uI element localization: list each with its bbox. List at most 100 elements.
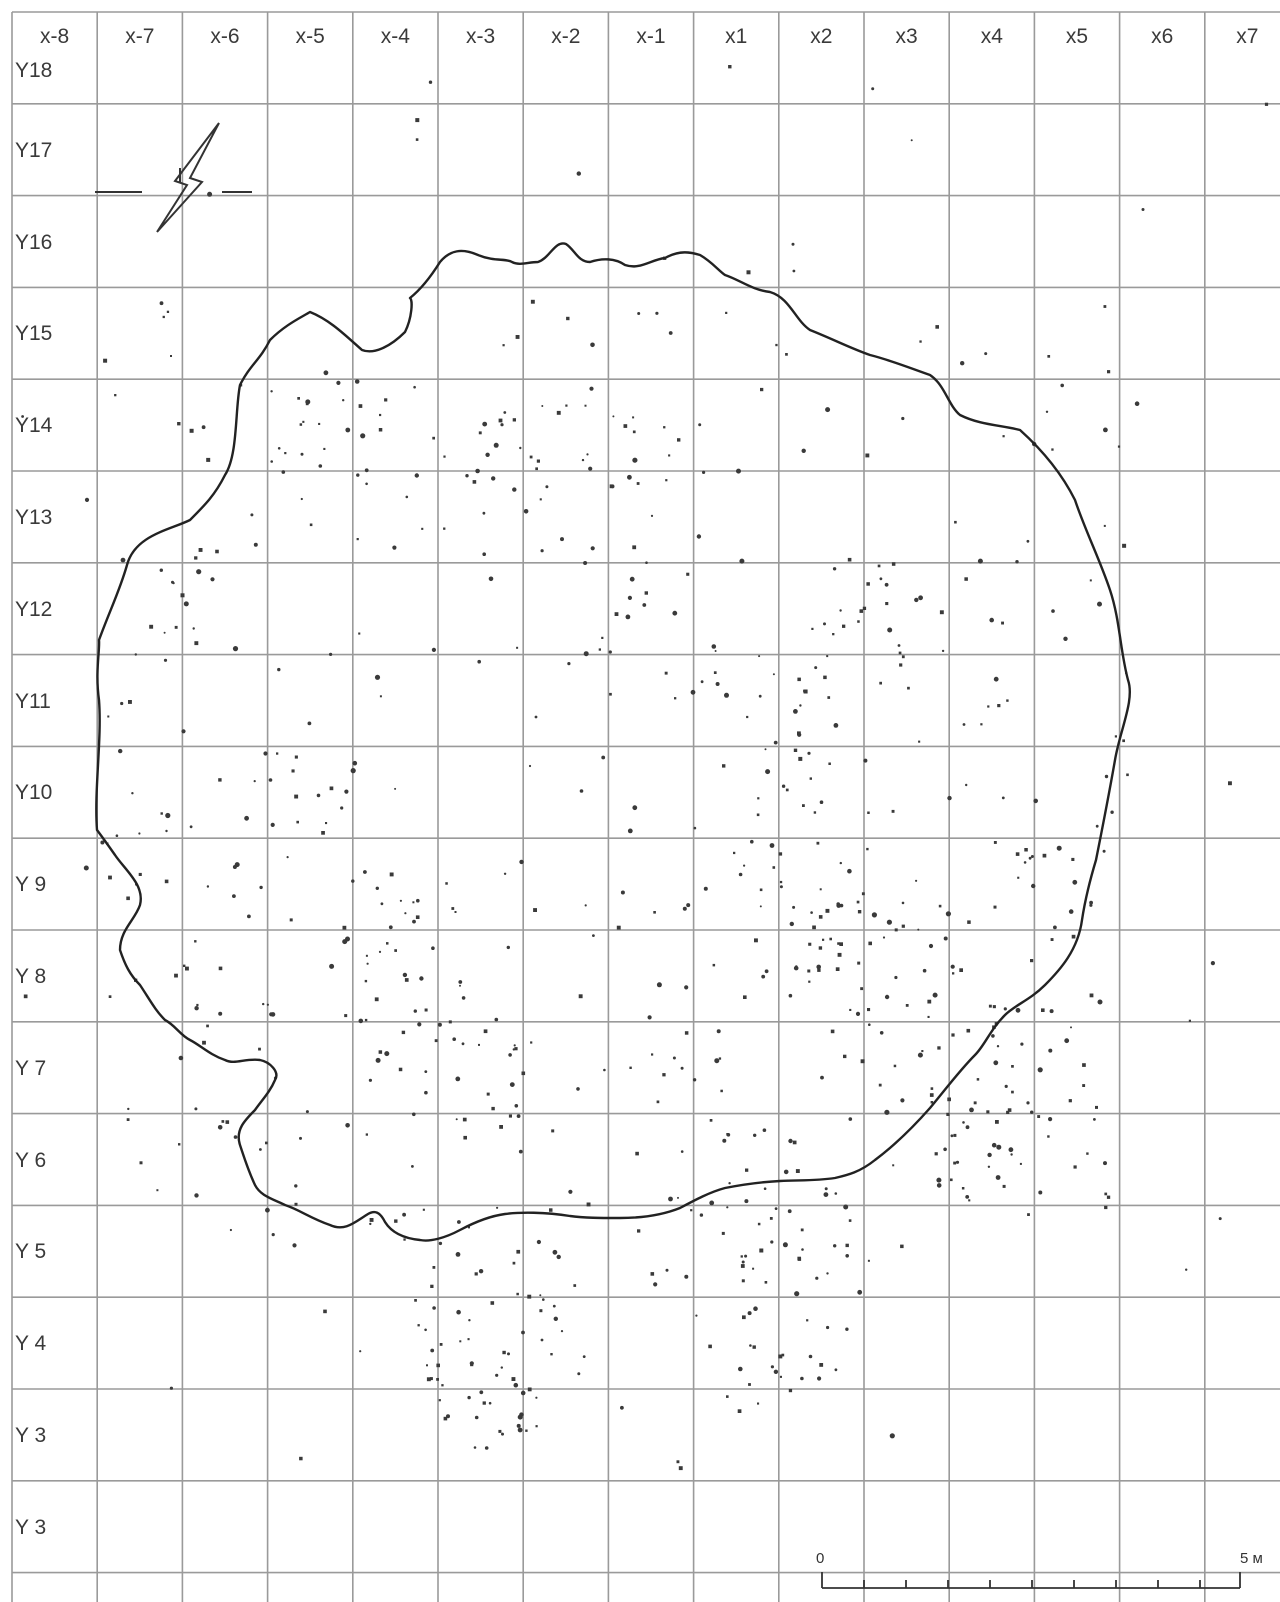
find-point (565, 404, 568, 407)
find-point (120, 557, 126, 563)
find-point (441, 1384, 444, 1387)
find-point (712, 963, 716, 967)
find-point (138, 832, 141, 835)
find-point (1089, 993, 1094, 998)
find-point (521, 1071, 526, 1076)
find-point (300, 497, 303, 501)
find-point (516, 1292, 519, 1296)
find-point (528, 764, 532, 768)
find-point (470, 1363, 474, 1367)
find-point (535, 1425, 538, 1428)
find-point (817, 968, 821, 972)
find-point (1141, 208, 1145, 211)
find-point (405, 495, 409, 499)
find-point (758, 655, 761, 658)
find-point (823, 675, 827, 680)
find-point (747, 1311, 752, 1316)
find-point (512, 418, 516, 422)
row-label: Y 8 (15, 964, 47, 988)
find-point (299, 423, 303, 426)
find-point (884, 582, 889, 587)
find-point (517, 1414, 523, 1420)
find-point (482, 421, 488, 427)
find-point (196, 1003, 199, 1007)
find-point (774, 1207, 778, 1210)
find-point (1228, 781, 1232, 786)
find-point (364, 1018, 368, 1022)
find-point (711, 644, 717, 649)
find-point (882, 936, 886, 939)
find-point (952, 972, 955, 975)
find-point (857, 961, 861, 965)
find-point (529, 455, 533, 459)
find-point (139, 1161, 143, 1165)
dwelling-outline (95, 242, 1132, 1242)
find-point (542, 1298, 545, 1301)
find-point (451, 907, 455, 910)
find-point (945, 911, 952, 917)
find-point (323, 370, 329, 376)
find-point (521, 1330, 525, 1335)
find-point (1134, 401, 1140, 407)
find-point (1037, 1067, 1043, 1073)
find-point (344, 789, 349, 794)
find-point (552, 1249, 558, 1255)
find-point (733, 851, 736, 855)
find-point (354, 379, 360, 384)
find-point (662, 1073, 666, 1077)
find-point (402, 1212, 406, 1217)
find-point (218, 1011, 223, 1016)
find-point (797, 732, 802, 737)
find-point (792, 905, 796, 909)
find-point (898, 651, 902, 655)
find-point (392, 545, 397, 550)
find-point (217, 1125, 223, 1130)
find-point (84, 497, 90, 502)
find-point (795, 965, 798, 968)
find-point (233, 1135, 238, 1139)
find-point (108, 875, 112, 880)
find-point (807, 969, 811, 973)
find-point (530, 299, 535, 304)
find-point (815, 1276, 819, 1280)
find-point (1002, 435, 1005, 438)
find-point (773, 1369, 779, 1375)
find-point (1097, 999, 1103, 1005)
find-point (1064, 1038, 1070, 1044)
find-point (281, 470, 286, 474)
find-point (294, 1202, 298, 1206)
find-point (676, 1460, 680, 1464)
find-point (744, 1254, 748, 1258)
find-point (128, 700, 132, 704)
find-point (991, 1142, 997, 1148)
find-point (439, 1343, 443, 1346)
find-point (867, 1008, 871, 1012)
find-point (454, 911, 457, 913)
find-point (163, 658, 168, 662)
find-point (1070, 1026, 1072, 1029)
find-point (359, 1350, 362, 1353)
find-point (516, 1249, 521, 1254)
find-point (773, 740, 778, 745)
find-point (997, 704, 1001, 708)
row-label: Y 3 (15, 1423, 47, 1447)
find-point (270, 460, 274, 463)
find-point (417, 1022, 422, 1027)
find-point (757, 1222, 761, 1226)
find-point (743, 995, 747, 999)
find-point (682, 906, 687, 911)
find-point (752, 1345, 756, 1349)
find-point (609, 484, 614, 489)
find-point (918, 740, 921, 743)
find-point (589, 386, 594, 391)
find-point (674, 697, 677, 700)
find-point (827, 696, 831, 699)
find-point (955, 1160, 960, 1164)
find-point (1049, 1009, 1054, 1014)
find-point (877, 564, 881, 568)
find-point (21, 415, 24, 418)
find-point (467, 1338, 470, 1341)
find-point (549, 1208, 553, 1212)
find-point (782, 1242, 788, 1248)
find-point (389, 872, 394, 877)
